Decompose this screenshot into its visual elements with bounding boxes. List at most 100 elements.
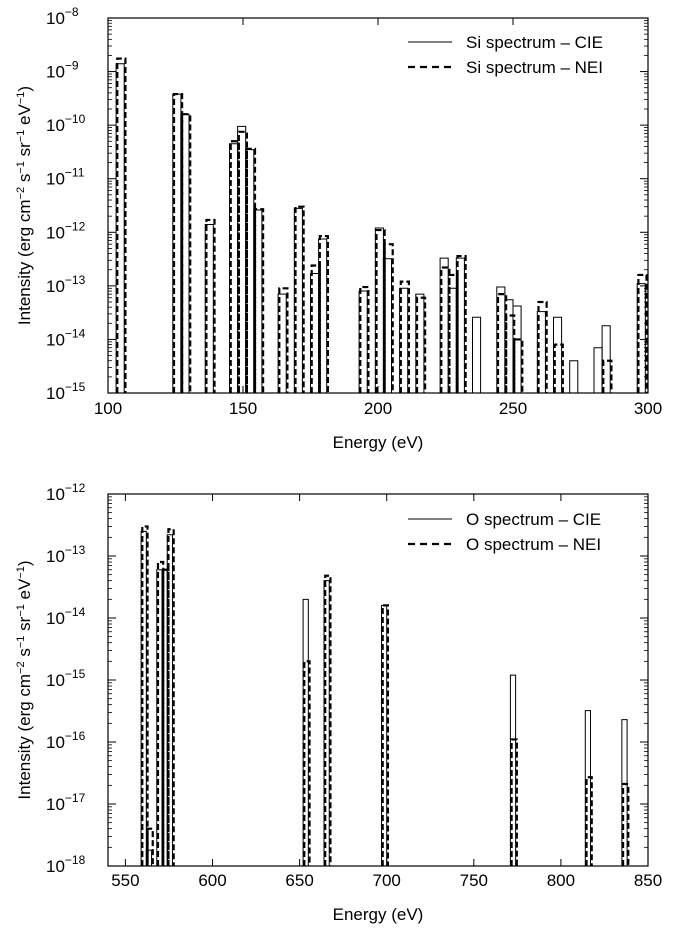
- bar-cie: [621, 719, 628, 866]
- y-axis-title-superscript: −1: [15, 161, 27, 174]
- y-tick-exponent: −17: [65, 791, 86, 805]
- y-tick-label: 10−13: [46, 543, 86, 566]
- y-axis-title-text: s: [15, 648, 34, 661]
- bar-nei: [399, 280, 410, 393]
- x-tick-label: 250: [499, 399, 527, 418]
- y-tick-label: 10−8: [46, 5, 79, 28]
- y-tick-base: 10: [46, 384, 65, 403]
- y-tick-exponent: −12: [65, 219, 86, 233]
- bar-cie: [455, 257, 465, 393]
- y-tick-base: 10: [46, 223, 65, 242]
- y-tick-base: 10: [46, 795, 65, 814]
- bar-cie: [569, 360, 579, 393]
- bar-cie: [601, 325, 611, 393]
- bar-nei: [156, 560, 165, 866]
- y-tick-base: 10: [46, 547, 65, 566]
- y-tick-label: 10−15: [46, 667, 86, 690]
- x-tick-label: 100: [94, 399, 122, 418]
- bar-nei: [181, 113, 192, 393]
- bar-cie: [323, 580, 330, 866]
- y-axis-title-superscript: −2: [15, 187, 27, 200]
- chart-panel-2: 550 600 650 700 750 800 85010−1810−1710−1610−1…: [15, 481, 662, 924]
- y-tick-exponent: −13: [65, 543, 86, 557]
- bar-nei: [324, 574, 332, 866]
- y-axis-title-superscript: −1: [15, 604, 27, 617]
- bar-cie: [318, 238, 328, 393]
- y-tick-exponent: −13: [65, 273, 86, 287]
- bar-nei: [253, 208, 265, 393]
- bar-nei: [637, 273, 648, 393]
- bar-cie: [509, 674, 517, 866]
- y-axis-title-text: s: [15, 174, 34, 187]
- legend-label-cie: O spectrum – CIE: [466, 510, 601, 529]
- bar-nei: [415, 296, 427, 393]
- y-tick-label: 10−14: [46, 605, 86, 628]
- y-axis-title-text: ): [15, 86, 34, 92]
- bar-nei: [116, 57, 127, 393]
- bar-cie: [636, 283, 646, 393]
- y-tick-exponent: −10: [65, 112, 86, 126]
- chart-panel-1: 100 150 200 250 30010−1510−1410−1310−1210−11…: [15, 5, 662, 452]
- series-nei: [116, 57, 648, 393]
- y-tick-exponent: −9: [65, 59, 79, 73]
- legend: O spectrum – CIE O spectrum – NEI: [408, 510, 601, 554]
- x-tick-label: 850: [634, 871, 662, 890]
- y-tick-base: 10: [46, 733, 65, 752]
- y-axis-title-text: eV: [15, 578, 34, 604]
- y-tick-label: 10−16: [46, 729, 86, 752]
- x-tick-label: 750: [460, 871, 488, 890]
- bar-cie: [593, 347, 603, 393]
- bar-cie: [302, 598, 309, 866]
- bar-nei: [278, 287, 289, 393]
- y-tick-base: 10: [46, 277, 65, 296]
- y-tick-base: 10: [46, 330, 65, 349]
- y-tick-label: 10−9: [46, 59, 79, 82]
- y-tick-exponent: −18: [65, 853, 86, 867]
- y-tick-exponent: −15: [65, 667, 86, 681]
- legend-label-nei: O spectrum – NEI: [466, 535, 601, 554]
- y-tick-base: 10: [46, 116, 65, 135]
- y-axis-title-superscript: −1: [15, 92, 27, 105]
- y-tick-label: 10−13: [46, 273, 86, 296]
- bar-nei: [621, 782, 630, 866]
- y-tick-base: 10: [46, 671, 65, 690]
- bar-cie: [536, 311, 546, 393]
- bar-cie: [553, 316, 563, 393]
- bar-nei: [205, 218, 216, 393]
- bar-nei: [537, 300, 548, 393]
- y-axis-title-text: Intensity (erg cm: [15, 199, 34, 325]
- y-axis-title-superscript: −1: [15, 566, 27, 579]
- x-tick-label: 650: [285, 871, 313, 890]
- y-tick-exponent: −14: [65, 605, 86, 619]
- bar-nei: [318, 234, 329, 393]
- y-tick-base: 10: [46, 609, 65, 628]
- bar-cie: [253, 209, 263, 393]
- bar-nei: [440, 266, 451, 393]
- y-tick-base: 10: [46, 9, 65, 28]
- y-tick-label: 10−14: [46, 326, 86, 349]
- y-axis-title-text: sr: [15, 142, 34, 161]
- y-tick-base: 10: [46, 485, 65, 504]
- bar-cie: [512, 305, 522, 393]
- bar-nei: [146, 827, 154, 866]
- y-axis-title-superscript: −1: [15, 636, 27, 649]
- y-axis-title-text: Intensity (erg cm: [15, 674, 34, 800]
- series-nei: [141, 525, 630, 866]
- y-axis-title: Intensity (erg cm−2 s−1 sr−1 eV−1): [15, 560, 34, 799]
- bar-cie: [472, 316, 482, 393]
- y-tick-base: 10: [46, 857, 65, 876]
- bar-nei: [359, 285, 370, 393]
- bar-cie: [399, 287, 409, 393]
- series-cie: [115, 63, 646, 393]
- x-tick-label: 550: [111, 871, 139, 890]
- bar-nei: [172, 92, 184, 393]
- y-axis-title-text: ): [15, 560, 34, 566]
- bar-cie: [277, 293, 287, 393]
- y-tick-exponent: −15: [65, 380, 86, 394]
- y-axis-title-superscript: −2: [15, 661, 27, 674]
- bar-nei: [303, 660, 311, 866]
- bar-nei: [383, 243, 394, 393]
- x-tick-label: 300: [634, 399, 662, 418]
- bar-nei: [141, 525, 149, 866]
